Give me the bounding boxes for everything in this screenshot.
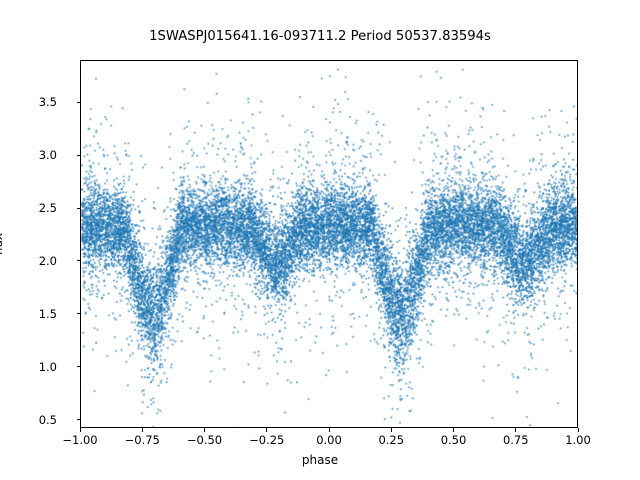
- x-tick-label: −1.00: [62, 433, 98, 447]
- y-tick-label: 2.5: [38, 201, 57, 216]
- y-tick-label: 2.0: [38, 253, 57, 268]
- x-axis-label: phase: [301, 453, 339, 467]
- x-tick-mark: [266, 428, 268, 432]
- plot-area: [80, 60, 578, 428]
- y-tick-label: 3.0: [38, 148, 57, 163]
- y-tick-mark: [76, 207, 80, 209]
- y-tick-mark: [76, 419, 80, 421]
- chart-title: 1SWASPJ015641.16-093711.2 Period 50537.8…: [149, 29, 491, 44]
- y-tick-mark: [76, 366, 80, 368]
- x-tick-mark: [390, 428, 392, 432]
- x-tick-label: 0.25: [378, 433, 405, 447]
- y-tick-label: 3.5: [38, 95, 57, 110]
- x-tick-label: −0.25: [249, 433, 285, 447]
- x-tick-label: −0.75: [124, 433, 160, 447]
- x-tick-mark: [141, 428, 143, 432]
- y-tick-mark: [76, 101, 80, 103]
- scatter-plot-canvas: [81, 61, 577, 427]
- x-tick-label: 0.50: [440, 433, 467, 447]
- x-tick-mark: [204, 428, 205, 432]
- y-tick-label: 1.5: [38, 306, 57, 321]
- y-tick-label: 0.5: [38, 412, 57, 427]
- x-tick-label: 0.00: [316, 433, 342, 447]
- x-tick-label: −0.50: [186, 433, 223, 447]
- x-tick-mark: [577, 428, 579, 432]
- y-axis-label: flux: [0, 232, 5, 256]
- y-tick-label: 1.0: [38, 359, 57, 374]
- y-tick-mark: [76, 154, 80, 156]
- x-tick-mark: [328, 428, 330, 432]
- x-tick-label: 0.75: [502, 433, 529, 447]
- x-tick-mark: [515, 428, 517, 432]
- x-tick-mark: [79, 428, 81, 432]
- y-tick-mark: [76, 313, 80, 315]
- y-tick-mark: [76, 260, 80, 262]
- x-tick-mark: [453, 428, 454, 432]
- x-tick-label: 1.00: [565, 433, 591, 447]
